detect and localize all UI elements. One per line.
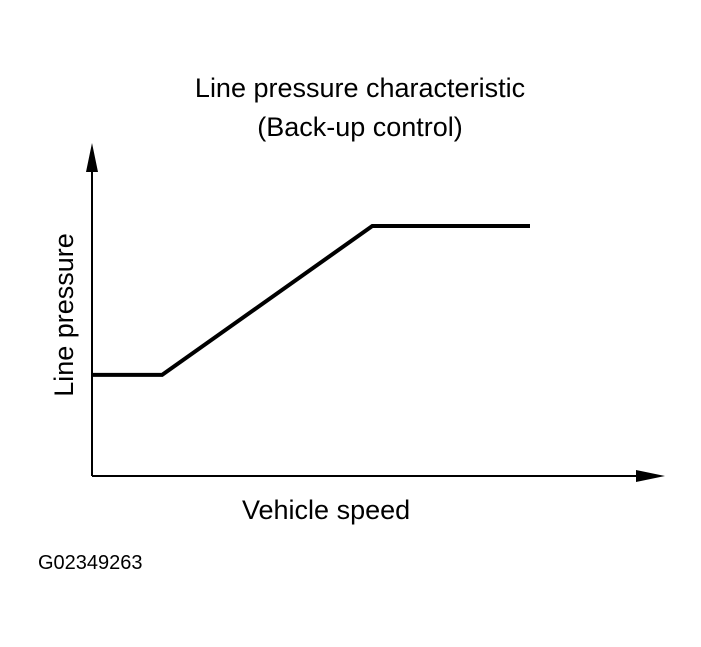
series-layer	[92, 224, 530, 377]
y-axis-label: Line pressure	[49, 233, 79, 397]
series-line-1	[92, 224, 530, 377]
y-axis-arrowhead	[86, 143, 98, 172]
chart-title: Line pressure characteristic	[194, 73, 526, 103]
figure-id: G02349263	[38, 552, 143, 574]
x-axis-arrowhead	[636, 470, 665, 482]
chart-subtitle: (Back-up control)	[257, 112, 463, 142]
x-axis-label: Vehicle speed	[242, 495, 411, 525]
